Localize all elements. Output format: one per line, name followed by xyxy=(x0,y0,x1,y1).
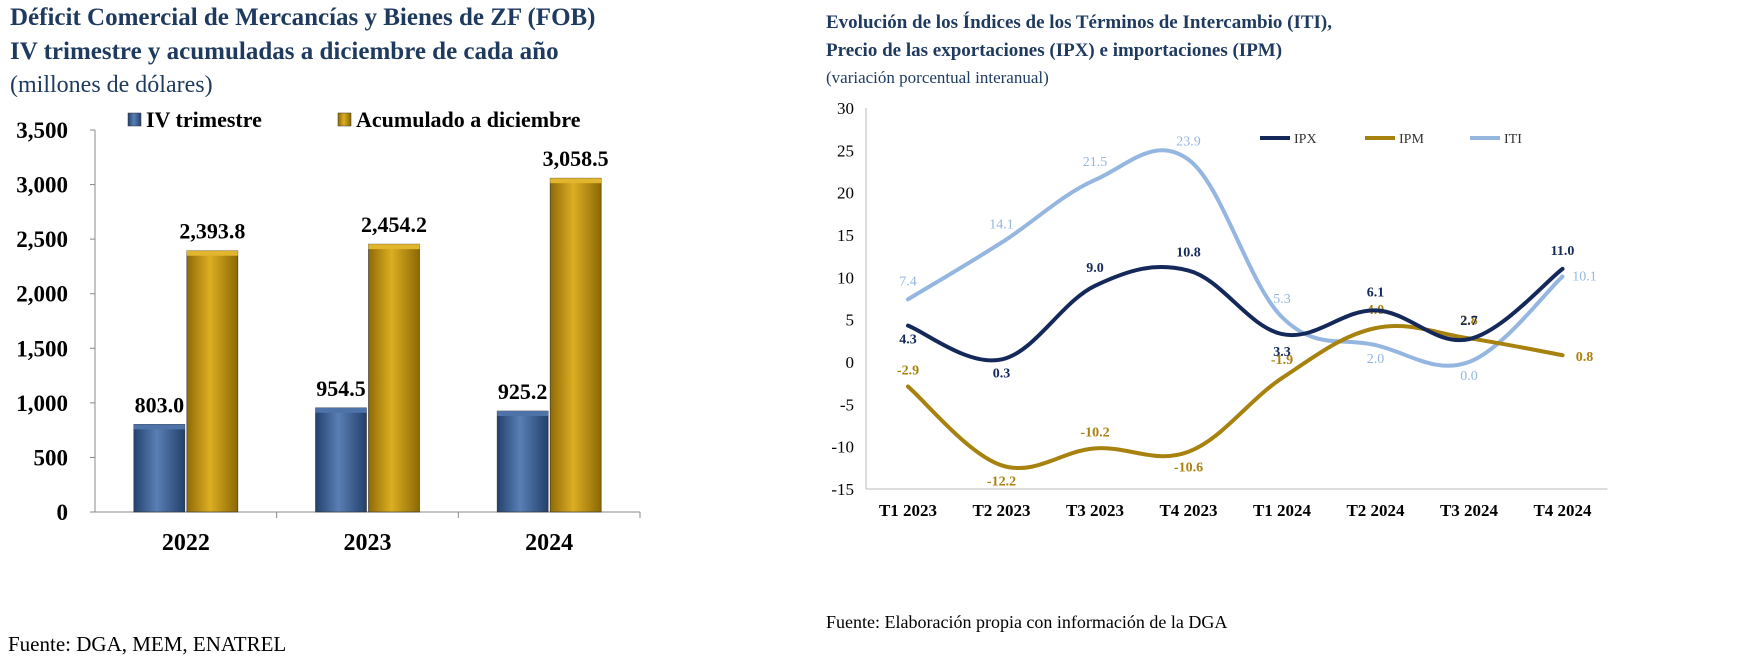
deficit-chart-source: Fuente: DGA, MEM, ENATREL xyxy=(8,632,287,656)
x-tick-label: T3 2024 xyxy=(1440,501,1499,520)
legend-swatch xyxy=(337,112,352,127)
legend-swatch xyxy=(127,112,142,127)
bar-iv-trimestre xyxy=(133,424,186,513)
terms-chart-title-line2: Precio de las exportaciones (IPX) e impo… xyxy=(826,40,1283,61)
data-label-ipx: 9.0 xyxy=(1086,261,1104,276)
deficit-chart-title-line1: Déficit Comercial de Mercancías y Bienes… xyxy=(10,4,596,31)
data-label-iti: 21.5 xyxy=(1083,155,1108,170)
bar-acumulado-a-diciembre xyxy=(368,243,420,513)
data-label-ipm: -2.9 xyxy=(897,364,919,379)
y-tick-label: 0 xyxy=(57,500,69,525)
data-label-iti: 23.9 xyxy=(1176,135,1201,150)
data-label-ipm: 2.8 xyxy=(1460,313,1478,328)
data-label-ipx: 3.3 xyxy=(1273,345,1291,360)
x-tick-label: 2022 xyxy=(162,530,210,556)
deficit-chart-panel: Déficit Comercial de Mercancías y Bienes… xyxy=(0,0,760,659)
terms-chart-source: Fuente: Elaboración propia con informaci… xyxy=(826,612,1228,632)
x-tick-label: 2023 xyxy=(344,530,392,556)
x-tick-label: T4 2024 xyxy=(1533,501,1592,520)
y-tick-label: -10 xyxy=(831,438,854,457)
data-label-iti: 14.1 xyxy=(989,218,1014,233)
y-tick-label: 1,000 xyxy=(16,391,68,416)
bar-chart: 0 500 1,000 1,500 2,000 2,500 3,000 3,500 2022 80… xyxy=(16,107,641,556)
bar-top-highlight xyxy=(315,407,367,413)
terms-of-trade-panel: Evolución de los Índices de los Términos… xyxy=(820,0,1763,659)
legend-label: ITI xyxy=(1504,132,1522,147)
bar-iv-trimestre xyxy=(315,407,367,513)
legend-label: IV trimestre xyxy=(146,107,262,132)
legend-label: Acumulado a diciembre xyxy=(356,107,581,132)
data-label-ipm: -10.2 xyxy=(1080,425,1109,440)
deficit-chart-subtitle: (millones de dólares) xyxy=(10,72,213,98)
y-tick-label: 3,000 xyxy=(16,173,68,198)
y-tick-label: 500 xyxy=(34,445,69,470)
series-line-ipx xyxy=(906,264,1565,363)
legend-label: IPM xyxy=(1399,132,1424,147)
y-tick-label: 0 xyxy=(846,353,855,372)
data-label-iti: 5.3 xyxy=(1273,292,1291,307)
x-tick-label: 2024 xyxy=(525,530,573,556)
y-tick-label: 10 xyxy=(837,268,854,287)
x-tick-label: T2 2023 xyxy=(972,501,1030,520)
legend-label: IPX xyxy=(1294,132,1317,147)
deficit-chart-title-line2: IV trimestre y acumuladas a diciembre de… xyxy=(10,38,559,65)
data-label-ipm: -10.6 xyxy=(1174,461,1203,476)
bar-top-highlight xyxy=(133,424,185,430)
series-line-iti xyxy=(906,148,1565,368)
y-tick-label: 15 xyxy=(837,226,854,245)
bar-data-label: 2,393.8 xyxy=(179,219,245,244)
y-tick-label: 3,500 xyxy=(16,118,68,143)
y-tick-label: -15 xyxy=(831,480,854,499)
y-tick-label: -5 xyxy=(840,395,854,414)
data-label-ipm: -1.9 xyxy=(1271,353,1293,368)
data-label-iti: 10.1 xyxy=(1572,269,1597,284)
x-tick-label: T1 2023 xyxy=(879,501,937,520)
y-tick-label: 20 xyxy=(837,184,854,203)
data-label-ipx: 0.3 xyxy=(993,366,1011,381)
y-tick-label: 2,000 xyxy=(16,282,68,307)
x-tick-label: T1 2024 xyxy=(1253,501,1312,520)
bar-data-label: 2,454.2 xyxy=(361,212,427,237)
data-label-ipm: -12.2 xyxy=(987,474,1016,489)
data-label-ipx: 2.7 xyxy=(1460,314,1478,329)
data-label-iti: 7.4 xyxy=(899,274,917,289)
terms-chart-title-line1: Evolución de los Índices de los Términos… xyxy=(826,12,1333,33)
data-label-ipx: 10.8 xyxy=(1176,246,1201,261)
data-label-ipx: 4.3 xyxy=(899,333,917,348)
bar-acumulado-a-diciembre xyxy=(549,177,602,513)
bar-top-highlight xyxy=(186,250,238,256)
y-tick-label: 1,500 xyxy=(16,336,68,361)
y-tick-label: 25 xyxy=(837,141,854,160)
data-label-iti: 0.0 xyxy=(1460,369,1478,384)
x-tick-label: T3 2023 xyxy=(1066,501,1124,520)
data-label-iti: 2.0 xyxy=(1367,352,1385,367)
y-tick-label: 5 xyxy=(846,311,855,330)
x-tick-label: T2 2024 xyxy=(1346,501,1405,520)
data-label-ipm: 0.8 xyxy=(1576,350,1594,365)
y-tick-label: 2,500 xyxy=(16,227,68,252)
data-label-ipx: 6.1 xyxy=(1367,285,1385,300)
bar-top-highlight xyxy=(550,178,602,184)
bar-data-label: 803.0 xyxy=(135,392,185,417)
data-label-ipx: 11.0 xyxy=(1551,244,1575,259)
bar-data-label: 954.5 xyxy=(316,376,366,401)
series-line-ipm xyxy=(906,323,1565,471)
terms-chart-subtitle: (variación porcentual interanual) xyxy=(826,68,1049,87)
bar-data-label: 925.2 xyxy=(498,379,548,404)
line-chart: -15 -10 -5 0 5 10 15 20 25 30 T1 2023 T2 2023 T3 202… xyxy=(831,100,1608,520)
bar-acumulado-a-diciembre xyxy=(186,250,239,513)
y-tick-label: 30 xyxy=(837,100,854,118)
bar-iv-trimestre xyxy=(496,410,549,513)
x-tick-label: T4 2023 xyxy=(1159,501,1217,520)
bar-top-highlight xyxy=(368,244,420,250)
bar-top-highlight xyxy=(497,411,549,417)
bar-data-label: 3,058.5 xyxy=(543,146,609,171)
